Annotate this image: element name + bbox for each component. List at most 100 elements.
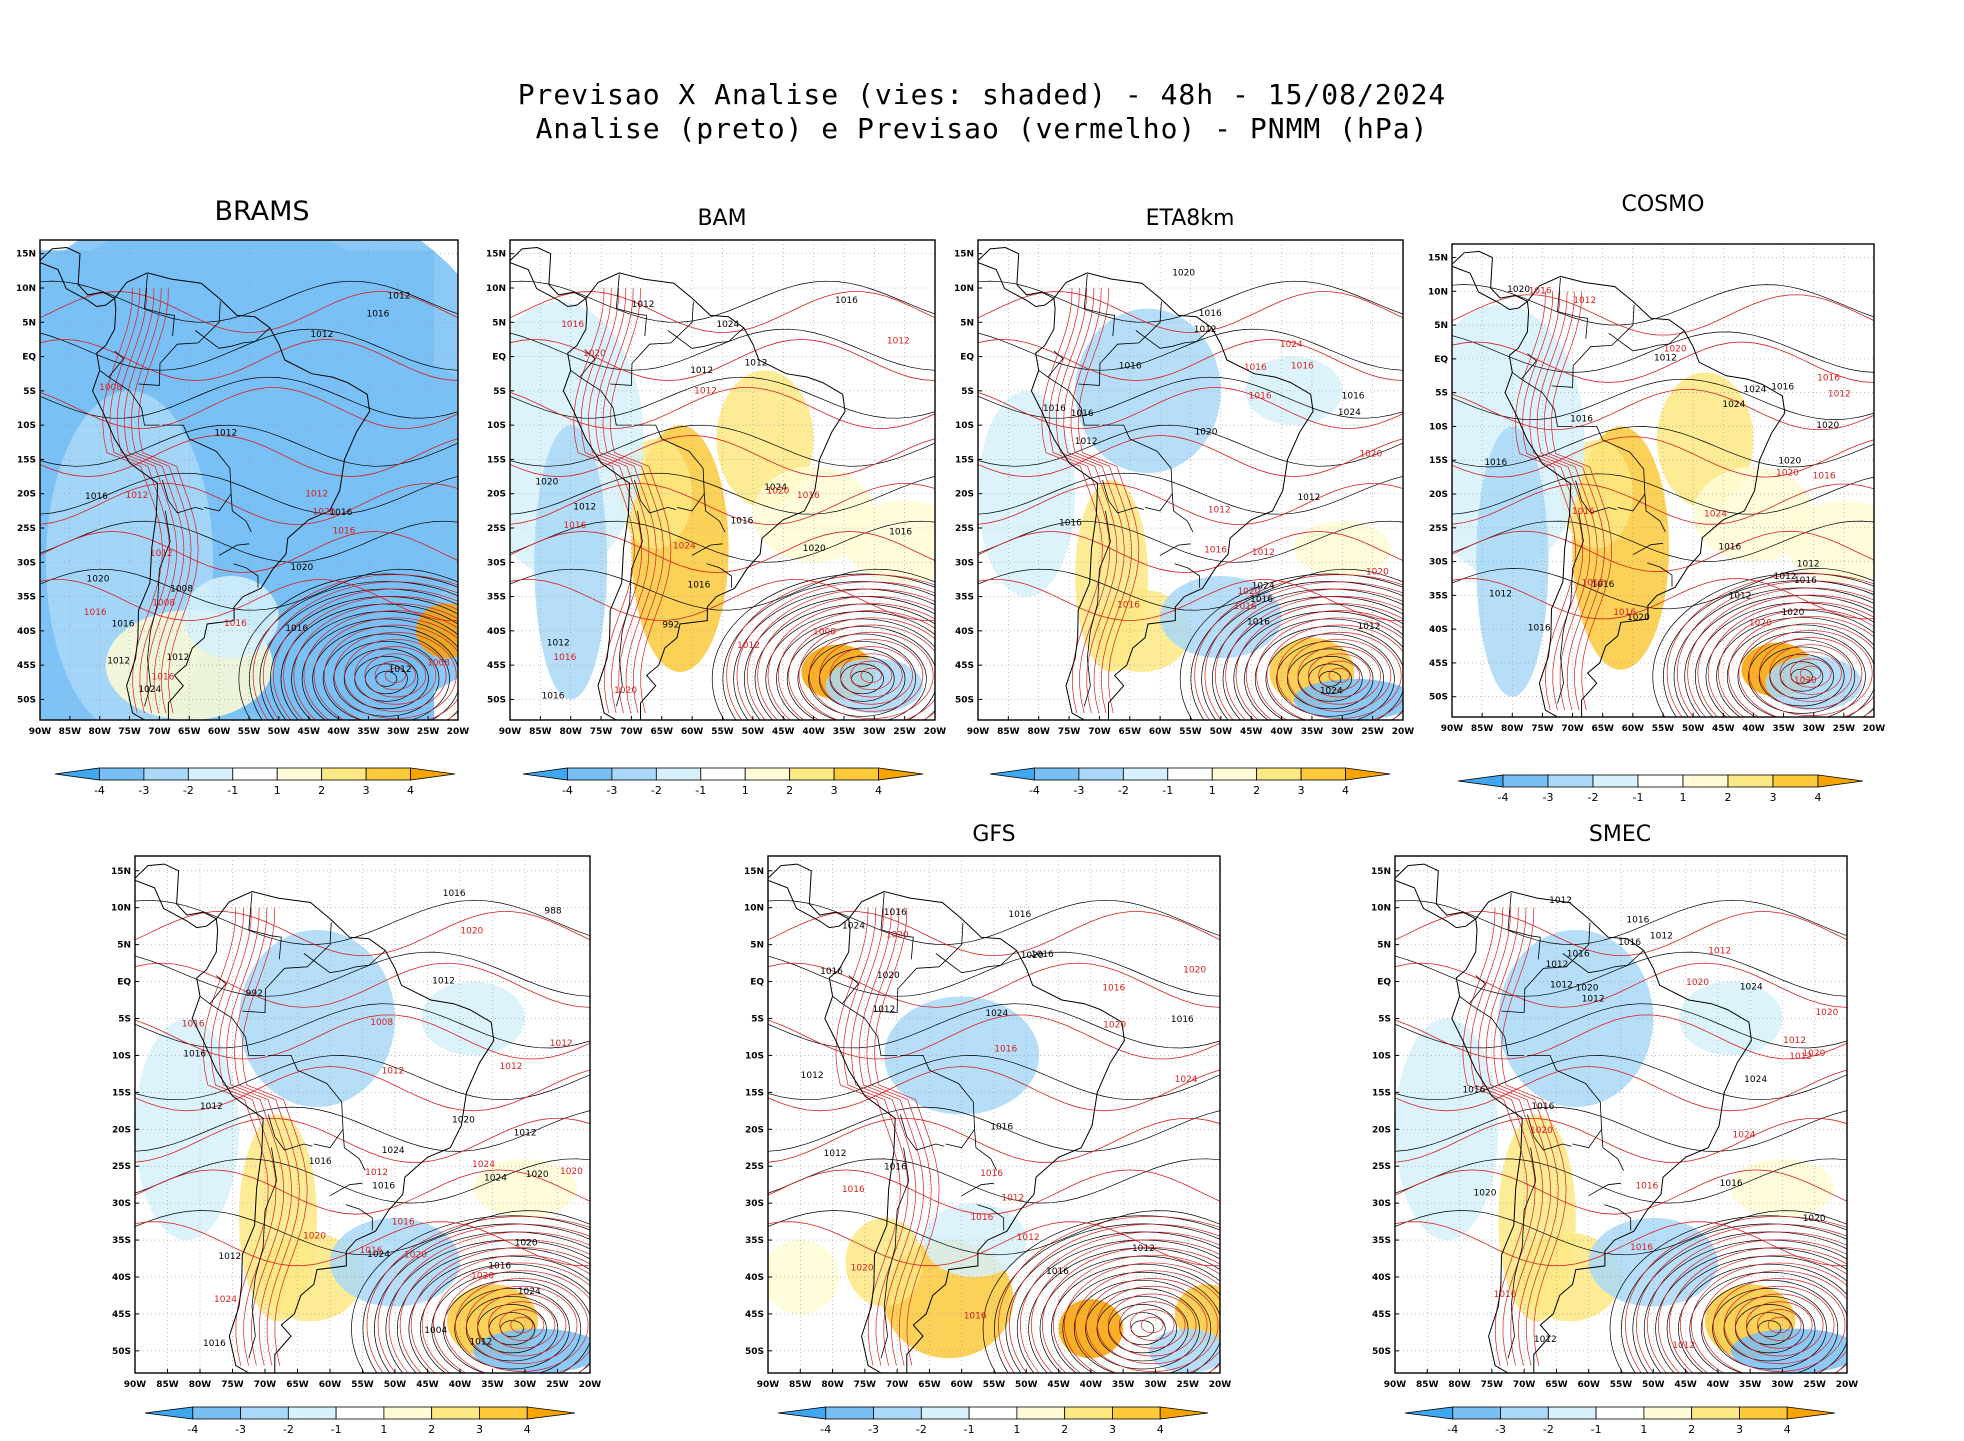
longitude-tick-label: 30W xyxy=(514,1380,537,1390)
forecast-isobar xyxy=(234,907,300,1366)
colorbar-bam: -4 -3 -2 -1 1 2 3 4 xyxy=(522,767,924,797)
analysis-isobar-label: 1024 xyxy=(1252,582,1275,592)
colorbar-label: 4 xyxy=(1815,791,1822,804)
forecast-isobar xyxy=(410,1247,590,1373)
forecast-isobar xyxy=(421,1254,590,1373)
forecast-isobar xyxy=(1728,615,1874,717)
forecast-isobar xyxy=(477,1293,567,1357)
forecast-isobar xyxy=(1452,436,1874,478)
forecast-isobar xyxy=(1748,630,1873,716)
latitude-tick-label: 30S xyxy=(487,558,506,568)
forecast-isobar xyxy=(1647,1231,1847,1373)
forecast-isobar xyxy=(432,1262,590,1373)
latitude-tick-label: 50S xyxy=(955,695,974,705)
analysis-isobar xyxy=(291,611,458,720)
analysis-isobar xyxy=(135,899,590,945)
colorbar-label: 2 xyxy=(318,784,325,797)
forecast-isobar-label: 1012 xyxy=(1789,1052,1812,1062)
country-border xyxy=(1078,301,1162,386)
forecast-isobar xyxy=(1767,1316,1791,1334)
forecast-isobar xyxy=(978,434,1403,478)
analysis-isobar-label: 1012 xyxy=(872,1005,895,1015)
colorbar-swatch xyxy=(968,1406,1018,1420)
map-panel-gfs: 1016101210161012101610201012101610121016… xyxy=(744,855,1231,1390)
forecast-isobar xyxy=(40,530,458,574)
longitude-tick-label: 50W xyxy=(1210,727,1233,737)
longitude-tick-label: 20W xyxy=(447,727,470,737)
longitude-tick-label: 50W xyxy=(1015,1380,1038,1390)
analysis-isobar xyxy=(818,648,906,710)
analysis-isobar xyxy=(1096,1296,1189,1362)
longitude-tick-label: 45W xyxy=(1674,1380,1697,1390)
longitude-tick-label: 90W xyxy=(1384,1380,1407,1390)
forecast-isobar xyxy=(1745,1301,1813,1349)
colorbar-swatch xyxy=(1592,774,1639,788)
country-border xyxy=(144,274,175,337)
country-border xyxy=(832,975,859,1005)
latitude-tick-label: 45S xyxy=(112,1310,131,1320)
latitude-tick-label: 15S xyxy=(17,455,36,465)
latitude-tick-label: 10N xyxy=(1428,287,1448,297)
forecast-isobar xyxy=(1129,1309,1175,1341)
forecast-isobar xyxy=(768,1221,1220,1267)
central-america-coastline xyxy=(135,863,218,929)
colorbar-label: -4 xyxy=(1498,791,1509,804)
colorbar-swatch xyxy=(526,1406,576,1420)
analysis-isobar-label: 1016 xyxy=(1059,519,1082,529)
analysis-isobar-label: 1020 xyxy=(1172,269,1195,279)
analysis-isobar-label: 1012 xyxy=(801,1071,824,1081)
latitude-tick-label: EQ xyxy=(750,978,764,988)
analysis-isobar-label: 1016 xyxy=(1046,1267,1069,1277)
longitude-tick-label: 40W xyxy=(1707,1380,1730,1390)
latitude-tick-label: 50S xyxy=(1372,1347,1391,1357)
country-border xyxy=(880,1147,910,1359)
country-border xyxy=(108,376,160,426)
analysis-isobar xyxy=(312,626,458,720)
central-america-coastline xyxy=(768,863,850,929)
country-border xyxy=(900,1055,997,1171)
forecast-isobar xyxy=(588,287,650,714)
analysis-isobar-label: 1012 xyxy=(107,656,130,666)
colorbar-label: 4 xyxy=(875,784,882,797)
colorbar-label: 1 xyxy=(1209,784,1216,797)
forecast-isobar xyxy=(1031,1239,1220,1373)
longitude-tick-label: 80W xyxy=(821,1380,844,1390)
latitude-tick-label: 40S xyxy=(1372,1273,1391,1283)
analysis-isobar-label: 988 xyxy=(544,907,561,917)
forecast-isobar xyxy=(1738,623,1874,717)
longitude-tick-label: 40W xyxy=(327,727,350,737)
bias-shade-blob xyxy=(239,929,395,1108)
colorbar-label: -1 xyxy=(1633,791,1644,804)
latitude-tick-label: 30S xyxy=(1372,1199,1391,1209)
forecast-isobar-label: 1020 xyxy=(1183,965,1206,975)
analysis-isobar-label: 1012 xyxy=(514,1129,537,1139)
forecast-isobar xyxy=(510,530,935,574)
forecast-isobar-label: 1016 xyxy=(1244,363,1267,373)
colorbar-swatch xyxy=(1817,774,1864,788)
colorbar-label: 3 xyxy=(831,784,838,797)
forecast-isobar xyxy=(466,1285,578,1365)
analysis-isobar-label: 1012 xyxy=(1774,572,1797,582)
country-border xyxy=(199,975,227,1005)
analysis-isobar-label: 1016 xyxy=(1462,1086,1485,1096)
longitude-tick-label: 45W xyxy=(297,727,320,737)
colorbar-swatch xyxy=(1452,1406,1501,1420)
analysis-isobar xyxy=(1085,1288,1200,1370)
forecast-isobar xyxy=(1543,291,1605,711)
colorbar-eta8km: -4 -3 -2 -1 1 2 3 4 xyxy=(989,767,1391,797)
latitude-tick-label: 15S xyxy=(1429,456,1448,466)
hispaniola-coastline xyxy=(237,835,275,851)
analysis-isobar-label: 1016 xyxy=(1171,1015,1194,1025)
forecast-isobar-label: 1016 xyxy=(561,320,584,330)
colorbar-swatch xyxy=(431,1406,480,1420)
forecast-isobar-label: 1020 xyxy=(313,507,336,517)
longitude-tick-label: 50W xyxy=(268,727,291,737)
forecast-isobar-label: 1016 xyxy=(842,1185,865,1195)
analysis-isobar-label: 1024 xyxy=(1744,1075,1767,1085)
colorbar-swatch xyxy=(232,767,278,781)
latitude-tick-label: 30S xyxy=(745,1199,764,1209)
country-border xyxy=(268,1055,366,1171)
country-border xyxy=(570,350,596,378)
analysis-isobar-label: 1012 xyxy=(1358,622,1381,632)
